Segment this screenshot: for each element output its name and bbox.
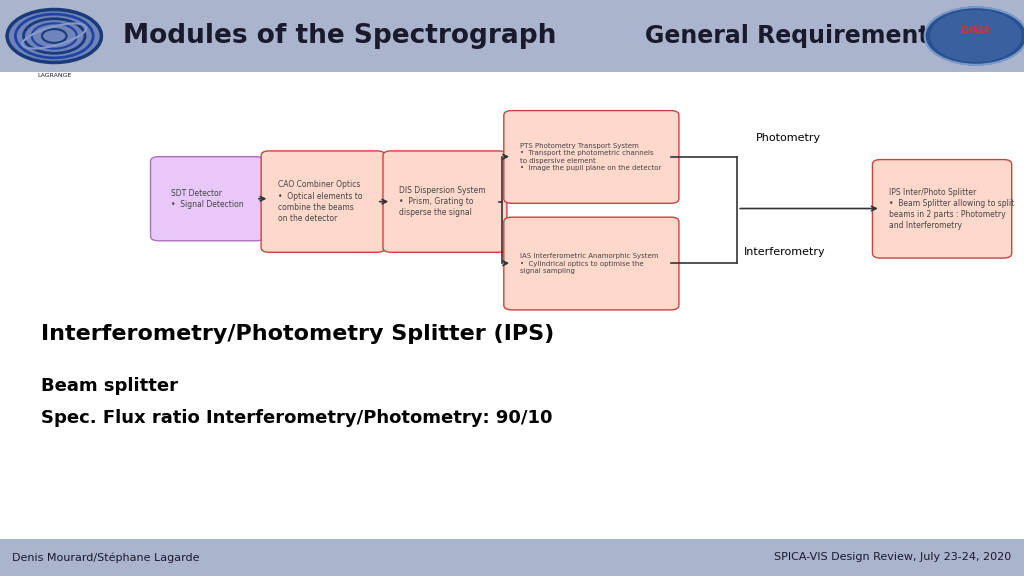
Text: Interferometry/Photometry Splitter (IPS): Interferometry/Photometry Splitter (IPS) <box>41 324 554 344</box>
Text: Beam splitter: Beam splitter <box>41 377 178 395</box>
FancyBboxPatch shape <box>261 151 385 252</box>
Text: SDT Detector
•  Signal Detection: SDT Detector • Signal Detection <box>171 189 244 209</box>
Text: Denis Mourard/Stéphane Lagarde: Denis Mourard/Stéphane Lagarde <box>12 552 200 563</box>
Circle shape <box>925 7 1024 65</box>
Text: Modules of the Spectrograph: Modules of the Spectrograph <box>123 23 556 49</box>
Text: PTS Photometry Transport System
•  Transport the photometric channels
to dispers: PTS Photometry Transport System • Transp… <box>520 143 662 171</box>
Text: IPS Inter/Photo Splitter
•  Beam Splitter allowing to split
beams in 2 parts : P: IPS Inter/Photo Splitter • Beam Splitter… <box>889 188 1014 230</box>
Text: CAO Combiner Optics
•  Optical elements to
combine the beams
on the detector: CAO Combiner Optics • Optical elements t… <box>278 180 362 223</box>
Text: IAS Interferometric Anamorphic System
•  Cylindrical optics to optimise the
sign: IAS Interferometric Anamorphic System • … <box>520 253 658 274</box>
FancyBboxPatch shape <box>151 157 264 241</box>
Text: LAGRANGE: LAGRANGE <box>37 73 72 78</box>
FancyBboxPatch shape <box>0 539 1024 576</box>
FancyBboxPatch shape <box>0 0 1024 72</box>
Text: General Requirements: General Requirements <box>645 24 944 48</box>
Circle shape <box>931 10 1021 62</box>
Text: Photometry: Photometry <box>756 133 821 143</box>
Text: Spec. Flux ratio Interferometry/Photometry: 90/10: Spec. Flux ratio Interferometry/Photomet… <box>41 408 553 427</box>
Text: DIS Dispersion System
•  Prism, Grating to
disperse the signal: DIS Dispersion System • Prism, Grating t… <box>399 186 486 217</box>
FancyBboxPatch shape <box>872 160 1012 258</box>
Text: CHARA: CHARA <box>961 26 991 35</box>
Circle shape <box>6 9 102 63</box>
FancyBboxPatch shape <box>504 111 679 203</box>
Text: SPICA-VIS Design Review, July 23-24, 2020: SPICA-VIS Design Review, July 23-24, 202… <box>774 552 1012 562</box>
FancyBboxPatch shape <box>504 217 679 310</box>
Text: Interferometry: Interferometry <box>743 247 825 257</box>
FancyBboxPatch shape <box>383 151 507 252</box>
